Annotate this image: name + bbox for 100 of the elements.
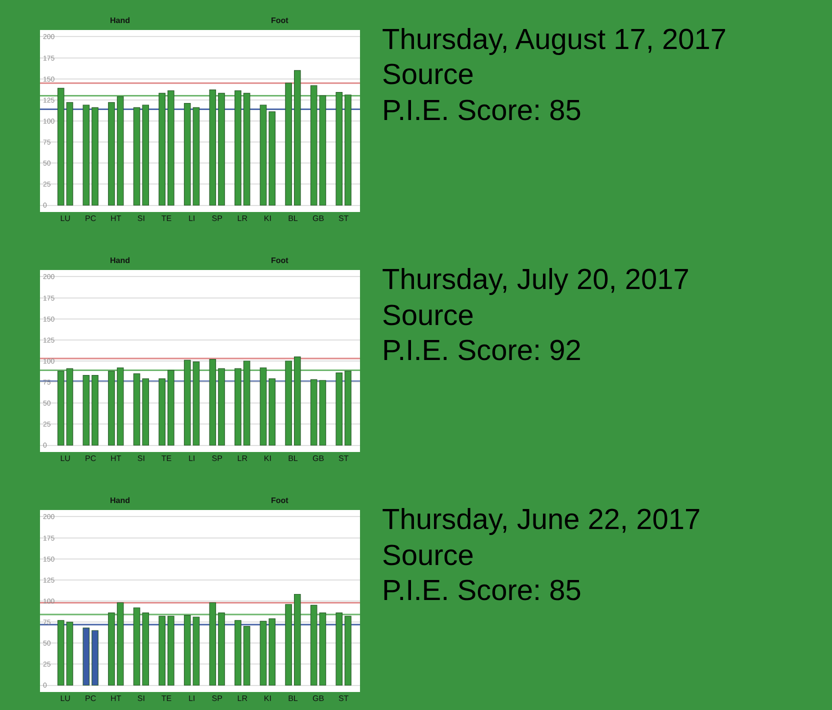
bar [142,378,150,446]
bar [294,594,301,686]
bar [344,94,352,206]
bar [184,103,191,206]
bar [310,604,318,686]
bar [285,604,292,686]
x-tick-label: LU [60,454,71,463]
x-tick-label: GB [312,454,324,463]
bar [268,111,276,206]
text: Source [382,300,474,332]
bar [108,370,115,446]
bar [243,92,250,206]
bar [344,370,352,446]
bar [268,618,276,686]
x-tick-label: LR [237,214,248,223]
bar [158,378,166,446]
x-tick-label: GB [312,694,324,703]
bar [133,373,140,446]
bar [158,92,166,206]
bar [168,370,174,446]
text: Thursday, July 20, 2017 [382,264,690,296]
bar [243,360,250,446]
x-tick-label: TE [161,214,172,223]
x-tick-label: HT [110,214,122,223]
x-tick-label: LU [60,694,71,703]
bar [82,375,90,446]
x-tick-label: SP [212,694,222,703]
bar [108,102,115,206]
x-tick-label: TE [161,454,172,463]
bar [92,107,98,206]
bar [108,612,115,686]
x-tick-label: PC [85,454,96,463]
bar [209,602,216,686]
bar [260,367,267,446]
x-tick-label: HT [110,694,122,703]
bar [243,626,250,686]
bar [116,96,124,206]
bar [218,368,225,446]
bar [234,90,242,206]
text: Hand [110,256,130,265]
bar [344,616,352,686]
x-tick-label: PC [85,694,96,703]
bar [209,359,216,446]
bar [66,102,74,206]
x-tick-label: SI [137,454,145,463]
bar [92,630,98,686]
bar [57,620,64,686]
bar [82,104,90,206]
bar [218,612,225,686]
bar [92,375,98,446]
x-tick-label: LI [188,454,196,463]
bar [294,70,301,206]
text: P.I.E. Score: 92 [382,335,582,367]
x-tick-label: BL [288,454,298,463]
bar [260,620,267,686]
x-tick-label: ST [338,454,349,463]
text: Hand [110,16,130,25]
x-tick-label: LR [237,454,248,463]
bar [234,368,242,446]
bar [285,82,292,206]
bar [234,620,242,686]
bar [260,104,267,206]
bar [66,368,74,446]
x-tick-label: LI [188,214,196,223]
text: Source [382,59,474,91]
text: Foot [271,256,289,265]
bar [336,372,343,446]
text: Source [382,540,474,572]
x-tick-label: KI [264,454,272,463]
bar [184,360,191,446]
bar [184,615,191,686]
x-tick-label: TE [161,694,172,703]
text: Hand [110,496,130,505]
x-tick-label: GB [312,214,324,223]
bar [142,612,150,686]
bar [319,95,326,206]
x-tick-label: LU [60,214,71,223]
bar [192,616,200,686]
x-tick-label: BL [288,694,298,703]
bar [82,628,90,686]
bar [268,378,276,446]
bar [116,367,124,446]
bar [192,107,200,206]
bar [285,360,292,446]
bar [336,92,343,206]
x-tick-label: LR [237,694,248,703]
bar [168,90,174,206]
bar [319,380,326,446]
x-tick-label: ST [338,214,349,223]
bar [133,107,140,206]
x-tick-label: SI [137,694,145,703]
x-tick-label: KI [264,214,272,223]
bar [57,370,64,446]
bar [294,356,301,446]
text: Thursday, June 22, 2017 [382,504,701,536]
bar [218,92,225,206]
bar [66,622,74,686]
text: Foot [271,16,289,25]
x-tick-label: LI [188,694,196,703]
x-tick-label: PC [85,214,96,223]
